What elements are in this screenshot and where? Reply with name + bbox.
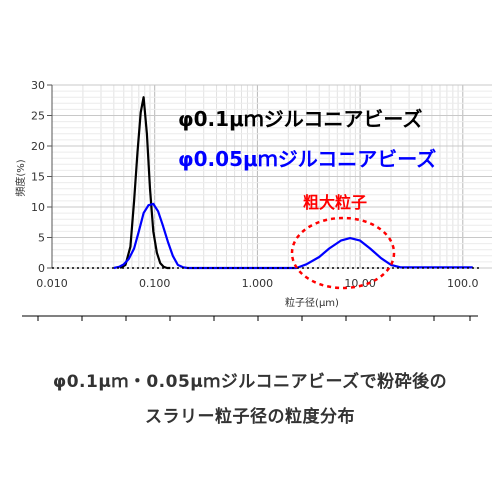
series-line-0 (119, 96, 171, 270)
x-tick-label: 0.100 (139, 277, 171, 290)
x-axis-label: 粒子径(μm) (285, 296, 339, 309)
x-tick-label: 0.010 (36, 277, 68, 290)
caption-line-1: φ0.1μｍ・0.05μｍジルコニアビーズで粉砕後の (52, 372, 448, 392)
y-tick-label: 10 (31, 201, 45, 214)
y-tick-label: 25 (31, 110, 45, 123)
y-axis-label: 頻度(%) (14, 159, 27, 196)
series-group (52, 96, 481, 270)
grid-lines (51, 84, 492, 269)
y-ticks: 0 5 10 15 20 25 30 (31, 79, 52, 275)
bottom-rule-ticks (37, 316, 471, 321)
coarse-particle-label: 粗大粒子 (303, 193, 367, 212)
legend-blue-label: φ0.05μｍジルコニアビーズ (178, 147, 436, 171)
y-tick-label: 30 (31, 79, 45, 92)
y-tick-label: 0 (38, 262, 45, 275)
x-tick-label: 1.000 (242, 277, 274, 290)
particle-size-chart: 0 5 10 15 20 25 30 0.010 0.100 1.000 10.00 100.0 φ… (14, 79, 492, 321)
legend-black-label: φ0.1μｍジルコニアビーズ (178, 107, 422, 131)
x-tick-label: 100.0 (447, 277, 479, 290)
y-tick-label: 15 (31, 171, 45, 184)
coarse-particle-highlight (290, 216, 396, 290)
caption-line-2: スラリー粒子径の粒度分布 (145, 407, 355, 427)
y-tick-label: 5 (38, 232, 45, 245)
y-tick-label: 20 (31, 140, 45, 153)
x-ticks: 0.010 0.100 1.000 10.00 100.0 (36, 277, 478, 290)
x-tick-label: 10.00 (344, 277, 376, 290)
